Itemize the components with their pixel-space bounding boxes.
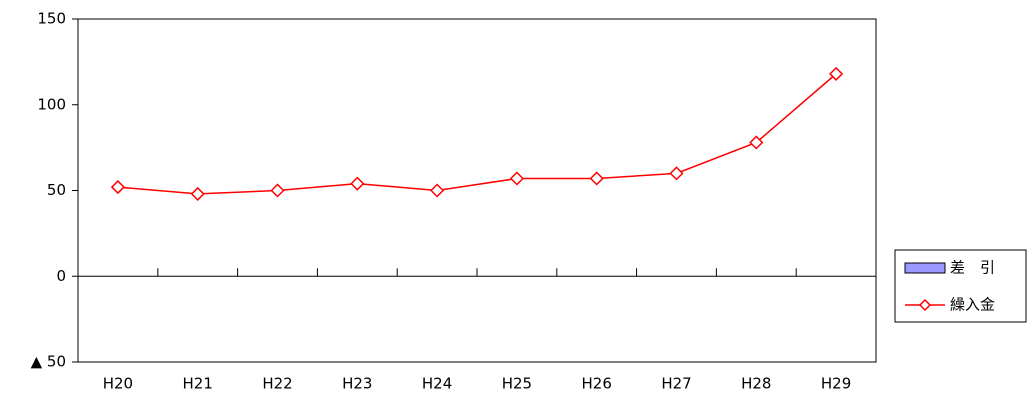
marker [829,66,844,81]
marker [350,176,365,191]
marker [190,186,205,201]
marker [430,183,445,198]
series-line [117,73,837,195]
y-tick-label: ▲ 50 [31,353,66,371]
plot-area [77,18,877,363]
x-tick-label: H29 [821,375,851,393]
legend-label: 繰入金 [950,296,995,314]
x-tick-label: H20 [103,375,133,393]
marker [270,183,285,198]
marker [589,171,604,186]
x-tick-label: H28 [741,375,771,393]
y-tick-label: 50 [47,181,66,199]
marker [110,180,125,195]
marker [509,171,524,186]
marker [669,166,684,181]
y-tick-label: 150 [37,10,66,28]
x-tick-label: H25 [502,375,532,393]
x-tick-label: H21 [183,375,213,393]
legend-label: 差 引 [950,259,995,277]
x-tick-label: H27 [661,375,691,393]
y-tick-label: 100 [37,95,66,113]
marker [749,135,764,150]
legend-box [894,249,1027,323]
y-tick-label: 0 [56,267,66,285]
x-tick-label: H23 [342,375,372,393]
x-tick-label: H26 [582,375,612,393]
x-tick-label: H24 [422,375,452,393]
x-tick-label: H22 [262,375,292,393]
legend-marker [918,298,932,312]
legend-swatch [904,262,946,274]
